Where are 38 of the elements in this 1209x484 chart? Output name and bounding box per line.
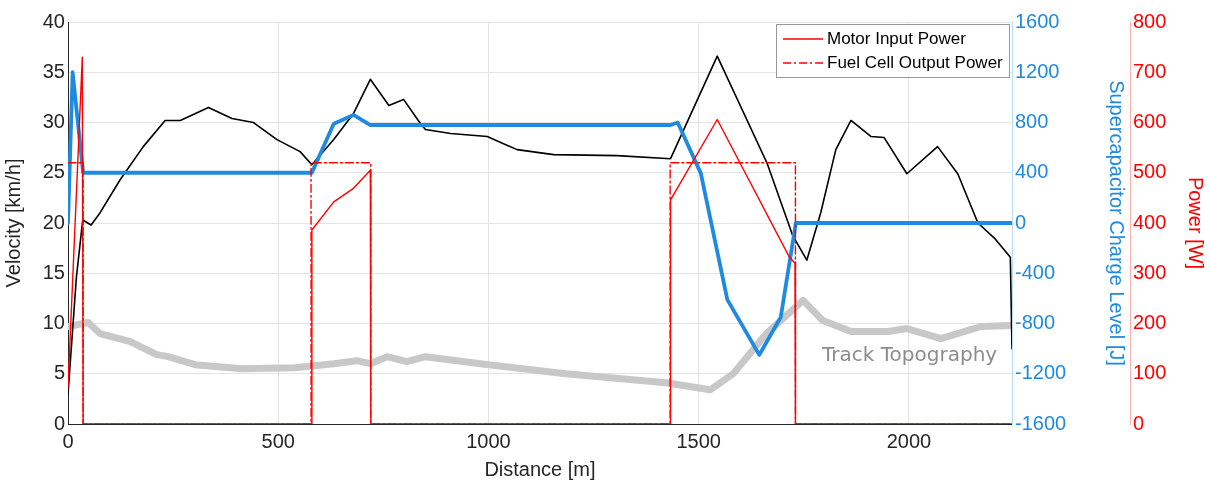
y3-axis-title: Power [W] [1185, 176, 1208, 270]
y3-tick-label: 500 [1133, 160, 1167, 183]
y-axis-title: Velocity [km/h] [1, 158, 24, 288]
y3-tick-label: 600 [1133, 110, 1167, 133]
y3-tick-label: 100 [1133, 361, 1167, 384]
legend-label: Fuel Cell Output Power [827, 52, 1003, 74]
y2-tick-label: 0 [1015, 210, 1027, 233]
y2-tick-label: 1600 [1015, 9, 1060, 32]
legend-label: Motor Input Power [827, 28, 966, 50]
y-tick-label: 10 [42, 311, 65, 334]
y3-tick-label: 700 [1133, 59, 1167, 82]
y-tick-label: 20 [42, 210, 65, 233]
y-tick-label: 30 [42, 110, 65, 133]
y-tick-label: 25 [42, 160, 65, 183]
x-tick-label: 500 [261, 429, 295, 452]
y3-tick-label: 800 [1133, 9, 1167, 32]
y2-tick-label: 1200 [1015, 59, 1060, 82]
y3-tick-label: 0 [1133, 411, 1145, 434]
y3-tick-label: 200 [1133, 311, 1167, 334]
series-label: Track Topography [821, 341, 998, 366]
y-tick-label: 35 [42, 59, 65, 82]
x-tick-label: 1000 [466, 429, 511, 452]
y-tick-label: 5 [53, 361, 65, 384]
x-tick-label: 1500 [676, 429, 721, 452]
y2-axis-title: Supercapacitor Charge Level [J] [1106, 80, 1129, 366]
y-tick-label: 40 [42, 9, 65, 32]
x-axis-title: Distance [m] [484, 457, 596, 480]
y2-tick-label: -1600 [1015, 411, 1067, 434]
y2-tick-label: -1200 [1015, 361, 1067, 384]
y2-tick-label: -400 [1015, 260, 1056, 283]
y2-tick-label: 800 [1015, 110, 1049, 133]
y2-tick-label: -800 [1015, 311, 1056, 334]
x-tick-label: 2000 [886, 429, 932, 452]
y-tick-label: 0 [53, 411, 65, 434]
y3-tick-label: 400 [1133, 210, 1167, 233]
y2-tick-label: 400 [1015, 160, 1049, 183]
y3-tick-label: 300 [1133, 260, 1167, 283]
y-tick-label: 15 [42, 260, 65, 283]
